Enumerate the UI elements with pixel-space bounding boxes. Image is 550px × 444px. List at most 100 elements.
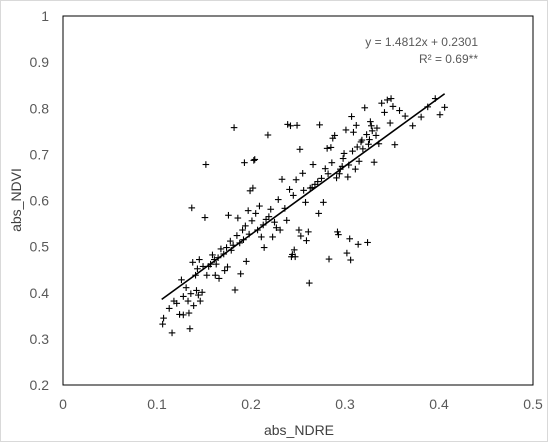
data-point — [165, 305, 173, 312]
data-point — [237, 270, 244, 278]
data-point — [293, 122, 301, 129]
data-point — [227, 237, 234, 245]
data-point — [223, 244, 230, 251]
data-point — [316, 121, 323, 129]
data-point — [378, 99, 385, 107]
data-point — [248, 217, 256, 225]
points-layer — [159, 95, 448, 337]
y-tick-label: 0.9 — [30, 54, 50, 70]
data-point — [267, 205, 275, 213]
data-point — [347, 256, 354, 264]
data-point — [292, 176, 300, 184]
data-point — [283, 217, 291, 224]
data-point — [315, 210, 322, 217]
y-axis-title: abs_NDVI — [8, 168, 24, 232]
data-point — [178, 276, 185, 284]
data-point — [303, 237, 310, 244]
data-point — [262, 216, 270, 223]
data-point — [361, 104, 369, 112]
data-point — [185, 309, 193, 317]
data-point — [231, 286, 239, 294]
data-point — [230, 124, 238, 131]
data-point — [159, 320, 166, 328]
data-point — [195, 291, 202, 299]
data-point — [364, 239, 371, 246]
data-point — [284, 121, 291, 128]
data-point — [196, 256, 203, 263]
data-point — [190, 302, 197, 309]
data-point — [287, 122, 294, 130]
data-point — [265, 213, 273, 220]
data-point — [305, 228, 312, 236]
data-point — [350, 128, 357, 136]
data-point — [234, 214, 242, 222]
data-point — [384, 96, 391, 104]
data-point — [327, 144, 335, 151]
x-axis-title: abs_NDRE — [264, 422, 334, 438]
data-point — [321, 165, 329, 172]
data-point — [202, 161, 210, 168]
data-point — [290, 246, 298, 254]
data-point — [252, 210, 259, 217]
data-point — [250, 157, 258, 164]
data-point — [342, 126, 350, 134]
data-point — [290, 192, 297, 199]
data-point — [193, 287, 200, 294]
data-point — [203, 271, 211, 279]
data-point — [314, 178, 322, 185]
data-point — [173, 300, 181, 307]
data-point — [271, 218, 278, 226]
data-point — [246, 187, 254, 195]
data-point — [189, 259, 197, 266]
data-point — [221, 267, 228, 274]
data-point — [305, 279, 313, 287]
data-point — [358, 136, 366, 144]
data-point — [370, 158, 378, 166]
x-tick-label: 0.2 — [241, 396, 261, 412]
data-point — [224, 263, 231, 271]
data-point — [233, 232, 241, 239]
data-point — [225, 211, 232, 219]
data-point — [278, 175, 286, 183]
plot-area-frame — [62, 15, 534, 386]
data-point — [260, 244, 268, 251]
data-point — [348, 113, 355, 120]
data-point — [217, 245, 225, 253]
data-point — [340, 150, 348, 157]
data-point — [239, 226, 246, 234]
data-point — [180, 311, 187, 319]
data-point — [365, 140, 372, 148]
data-point — [391, 141, 399, 148]
data-point — [264, 131, 272, 139]
data-point — [187, 290, 195, 297]
data-point — [417, 113, 425, 121]
data-point — [276, 226, 284, 234]
data-point — [302, 199, 309, 206]
data-point — [256, 202, 263, 210]
data-point — [188, 204, 196, 212]
data-point — [386, 119, 394, 127]
data-point — [194, 265, 201, 273]
x-tick-label: 0.5 — [523, 396, 543, 412]
data-point — [343, 249, 351, 257]
y-tick-label: 0.2 — [30, 377, 50, 393]
data-point — [325, 255, 333, 263]
data-point — [368, 127, 376, 135]
data-point — [352, 165, 359, 173]
trendline-equation: y = 1.4812x + 0.2301 — [365, 35, 478, 49]
data-point — [363, 131, 370, 138]
data-point — [354, 241, 362, 248]
data-point — [323, 145, 331, 152]
data-point — [297, 232, 305, 240]
data-point — [336, 170, 343, 178]
data-point — [258, 233, 265, 241]
data-point — [309, 161, 317, 168]
data-point — [244, 207, 252, 214]
trendline-layer — [161, 93, 446, 301]
data-point — [215, 275, 223, 282]
data-point — [328, 159, 336, 166]
y-tick-label: 0.8 — [30, 100, 50, 116]
axes-layer: 0 0.1 0.2 0.3 0.4 0.5 0.2 0.3 0.4 0.5 0.6 0.7 0.8 0.9… — [30, 8, 543, 412]
y-tick-label: 0.5 — [30, 239, 50, 255]
data-point — [242, 222, 249, 230]
